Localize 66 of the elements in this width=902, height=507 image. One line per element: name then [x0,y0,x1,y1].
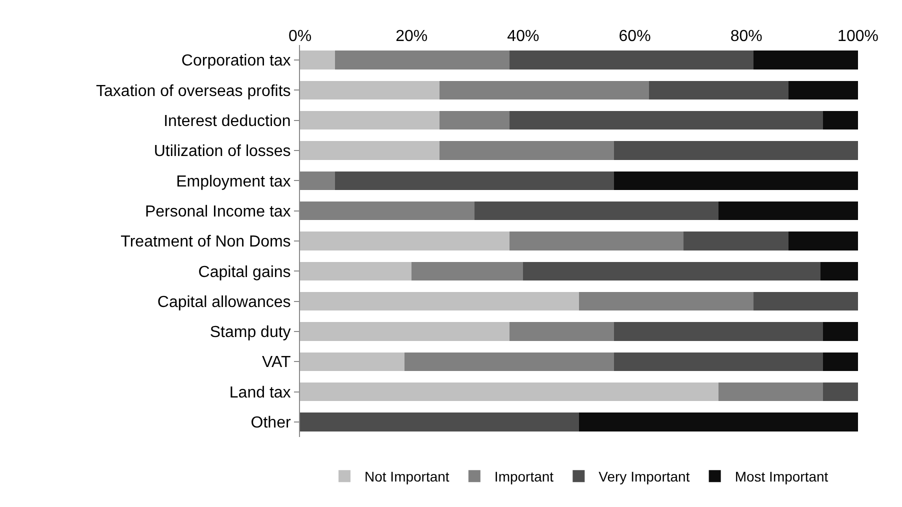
y-tick-label: Other [250,414,292,432]
legend-label: Very Important [598,468,690,485]
y-tick-label: Treatment of Non Doms [120,234,291,251]
bar [823,111,858,130]
bar [823,352,858,371]
bar [300,322,510,341]
y-tick-label: Taxation of overseas profits [96,82,291,100]
y-tick-label: Utilization of losses [154,143,291,160]
bar [440,111,510,130]
bar [718,202,858,220]
bar [300,111,440,130]
bar [509,322,614,341]
bar [334,50,510,70]
bar [614,322,824,341]
y-tick-label: Employment tax [176,173,291,190]
legend-label: Most Important [734,468,828,485]
bar [474,202,718,220]
y-tick-label: Capital gains [198,264,291,281]
legend-label: Important [494,468,554,485]
bar [440,141,614,160]
x-tick-label: 80% [730,28,762,45]
bar [300,262,412,280]
bar [509,232,684,250]
y-tick-label: Corporation tax [181,52,291,70]
y-tick-label: Land tax [229,384,291,402]
bar [753,50,858,70]
y-tick-label: Capital allowances [157,294,291,311]
bar [509,50,754,70]
bar [300,412,579,432]
bar [614,141,858,160]
bar [753,292,858,311]
x-tick-label: 100% [838,28,878,45]
bar [300,382,718,402]
y-tick-label: Stamp duty [210,324,291,342]
bar [648,80,788,100]
bar [300,80,440,100]
bar [820,262,858,280]
bar [300,141,440,160]
bar [579,412,858,432]
bar [614,171,858,190]
y-tick-label: Personal Income tax [144,203,291,220]
bar [412,262,524,280]
x-tick-label: 20% [396,28,428,45]
bar [300,50,335,70]
x-tick-label: 40% [507,28,540,45]
x-tick-label: 0% [288,28,312,45]
bar [300,292,579,311]
bar [614,352,824,371]
bar [334,171,614,190]
bar [509,111,824,130]
y-tick-label: VAT [262,354,292,372]
bar [440,80,649,100]
bar [718,382,824,402]
x-tick-label: 60% [618,28,651,45]
legend-label: Not Important [364,468,450,485]
bar [788,80,858,100]
bar [579,292,754,311]
bar [523,262,821,280]
bar [788,232,858,250]
bar [300,232,510,250]
bar [300,352,405,371]
y-tick-label: Interest deduction [164,112,291,130]
bar [823,322,858,341]
bar [404,352,614,371]
bar [684,232,788,250]
bar [823,382,858,402]
